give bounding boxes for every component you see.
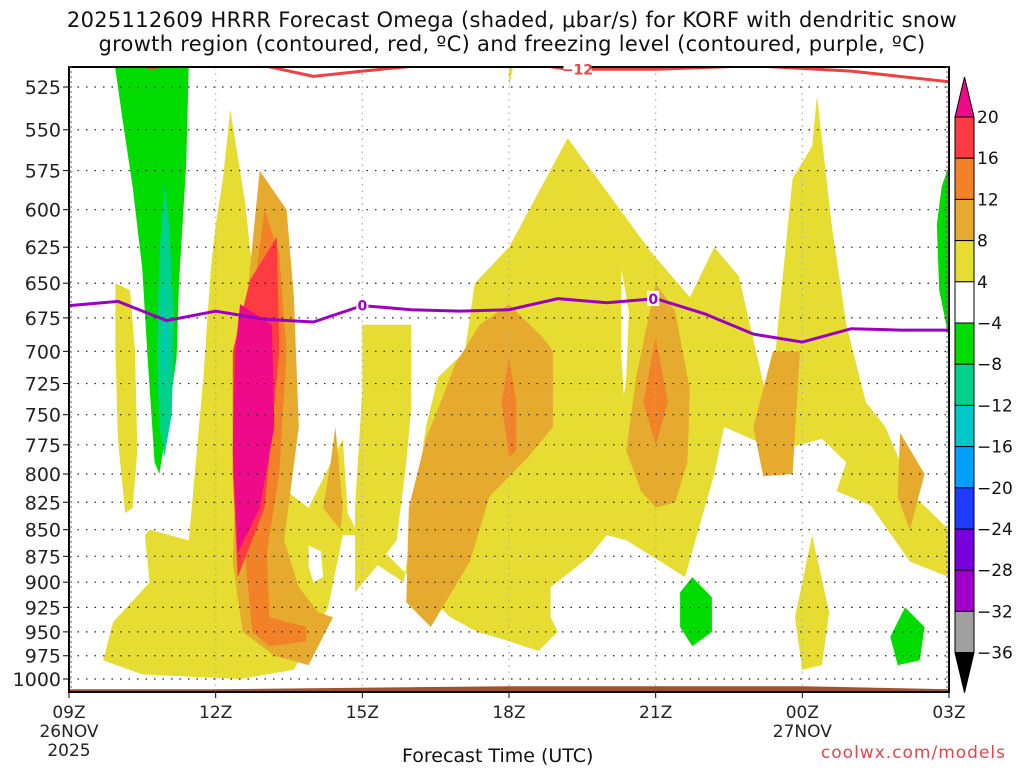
y-tick-label: 600 — [25, 200, 61, 222]
colorbar-bin — [954, 157, 975, 200]
y-tick-label: 975 — [25, 646, 61, 668]
terrain-fill — [69, 686, 949, 692]
colorbar-tick-label: −32 — [977, 602, 1013, 622]
y-tick-label: 925 — [25, 597, 61, 619]
y-tick-label: 950 — [25, 622, 61, 644]
colorbar-bin — [954, 281, 975, 324]
colorbar-bin — [954, 610, 975, 654]
colorbar-top-arrow — [954, 76, 975, 118]
y-tick-label: 700 — [25, 341, 61, 363]
x-tick-label: 00Z — [786, 703, 819, 723]
omega-region-white-hole-12z — [308, 545, 324, 583]
y-tick-label: 800 — [25, 464, 61, 486]
y-tick-label: 725 — [25, 374, 61, 396]
omega-region-orange-18z-blob — [406, 304, 553, 627]
omega-region-magenta-main — [232, 304, 275, 554]
colorbar-tick-label: 4 — [977, 273, 988, 293]
omega-region-orange-18z-core — [501, 357, 517, 457]
y-tick-label: 825 — [25, 492, 61, 514]
freezing-level-contour-label: 0 — [648, 292, 658, 308]
y-tick-label: 550 — [25, 120, 61, 142]
colorbar-bin — [954, 198, 975, 242]
colorbar-tick-label: −12 — [977, 396, 1013, 416]
snow-growth-contour-line — [139, 67, 949, 84]
x-tick-label: 21Z — [639, 703, 672, 723]
colorbar-tick-label: −24 — [977, 520, 1013, 540]
colorbar: 20 16 12 8 4 −4 −8 −12 −16 −20 −24 −28 −32 −36 — [954, 76, 1013, 693]
omega-region-orange-2330-blob — [753, 351, 800, 477]
y-tick-label: 850 — [25, 520, 61, 542]
colorbar-tick-label: −20 — [977, 479, 1013, 499]
colorbar-bin — [954, 446, 975, 489]
x-tick-date-label: 27NOV — [773, 722, 832, 742]
colorbar-bin — [954, 528, 975, 571]
omega-region-orange-15z-column — [323, 426, 343, 530]
colorbar-bin — [954, 404, 975, 448]
x-tick-label: 18Z — [492, 703, 525, 723]
colorbar-tick-label: 20 — [977, 108, 999, 128]
omega-region-yellow-0000-drop — [795, 535, 830, 670]
omega-region-green-right-edge — [936, 165, 949, 339]
y-tick-label: 775 — [25, 435, 61, 457]
contour-lines — [69, 67, 949, 344]
omega-region-green-2230 — [680, 577, 712, 647]
y-tick-label: 575 — [25, 161, 61, 183]
colorbar-bin — [954, 487, 975, 530]
omega-shading — [103, 67, 949, 679]
credit-link[interactable]: coolwx.com/models — [820, 743, 1006, 763]
y-tick-label: 675 — [25, 308, 61, 330]
x-tick-label: 03Z — [932, 703, 965, 723]
contour-labels: −12 0 0 — [356, 62, 660, 315]
y-tick-label: 1000 — [13, 669, 61, 691]
y-tick-label: 750 — [25, 405, 61, 427]
freezing-level-label-bg — [356, 297, 369, 313]
x-tick-year-label: 2025 — [47, 741, 90, 761]
omega-region-orange-0130-blob — [897, 432, 925, 530]
colorbar-tick-label: 16 — [977, 149, 999, 169]
colorbar-bin — [954, 363, 975, 406]
colorbar-tick-label: 12 — [977, 190, 999, 210]
colorbar-tick-label: 8 — [977, 232, 988, 252]
omega-region-green-0130 — [890, 607, 925, 666]
colorbar-bin — [954, 569, 975, 612]
snow-growth-contour-label: −12 — [562, 62, 593, 78]
x-tick-label: 15Z — [346, 703, 379, 723]
colorbar-tick-label: −4 — [977, 314, 1002, 334]
x-tick-label: 12Z — [199, 703, 232, 723]
colorbar-tick-label: −8 — [977, 355, 1002, 375]
colorbar-bin — [954, 116, 975, 159]
y-tick-label: 875 — [25, 546, 61, 568]
omega-region-yellow-left-spike — [115, 283, 138, 514]
colorbar-bin — [954, 240, 975, 283]
colorbar-tick-label: −28 — [977, 561, 1013, 581]
freezing-level-label-bg — [647, 290, 660, 306]
y-tick-label: 650 — [25, 273, 61, 295]
omega-region-yellow-top-tip-18z — [509, 67, 513, 87]
chart-title-line-2: growth region (contoured, red, ºC) and f… — [98, 32, 926, 56]
surface-terrain — [69, 686, 949, 692]
colorbar-bin — [954, 322, 975, 365]
x-tick-date-label: 26NOV — [39, 722, 98, 742]
axes: 525 550 575 600 625 650 675 700 725 750 775 800 825 8… — [13, 66, 966, 761]
freezing-level-contour-label: 0 — [357, 299, 367, 315]
colorbar-bottom-arrow — [954, 652, 975, 693]
freezing-level-contour-line — [69, 297, 949, 344]
x-axis-label: Forecast Time (UTC) — [402, 745, 594, 767]
grid-lines — [69, 67, 949, 692]
omega-region-orange-21z-core — [643, 338, 668, 445]
y-tick-label: 900 — [25, 572, 61, 594]
colorbar-tick-label: −36 — [977, 644, 1013, 664]
snow-growth-label-bg — [563, 62, 592, 77]
colorbar-tick-label: −16 — [977, 438, 1013, 458]
x-tick-label: 09Z — [52, 703, 85, 723]
y-tick-label: 525 — [25, 77, 61, 99]
omega-region-yellow-15z-pocket — [355, 324, 412, 593]
y-tick-label: 625 — [25, 237, 61, 259]
omega-region-cyan-sliver — [163, 276, 167, 403]
chart-title-line-1: 2025112609 HRRR Forecast Omega (shaded, … — [66, 8, 958, 32]
